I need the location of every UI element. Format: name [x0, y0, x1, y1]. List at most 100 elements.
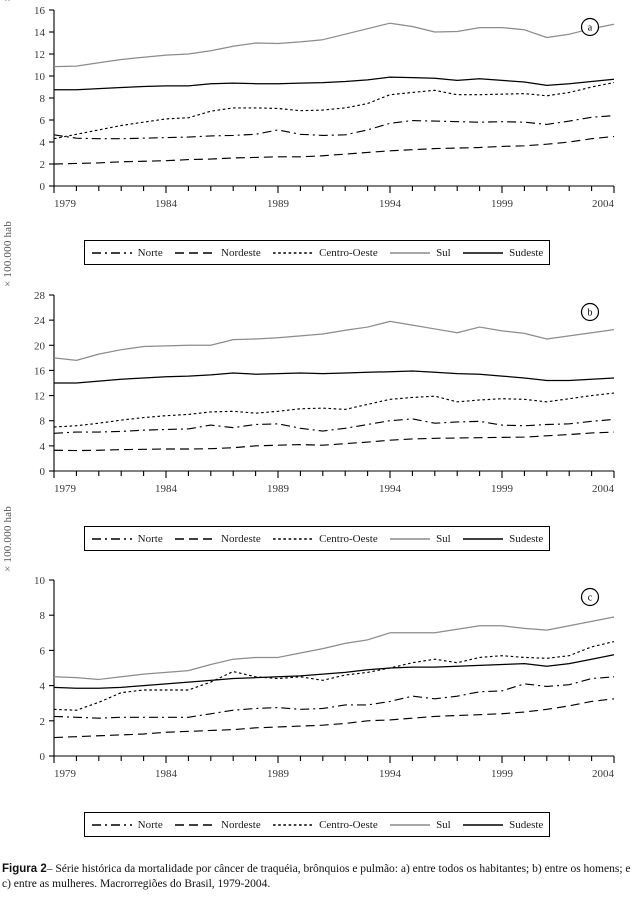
chart-panel-a: × 100.000 hab 02468101214161979198419891… — [0, 0, 634, 230]
panel-letter-badge-a: a — [580, 17, 600, 37]
legend-label-norte: Norte — [137, 532, 163, 545]
legend-item-sudeste[interactable]: Sudeste — [462, 819, 543, 831]
legend-item-sul[interactable]: Sul — [389, 247, 451, 259]
series-line-norte — [53, 115, 615, 140]
svg-text:0: 0 — [40, 181, 46, 193]
plot-svg-c: 0 2 4 6 8 10 1979 1984 1989 1994 1999 2004 c — [34, 575, 615, 780]
svg-text:1989: 1989 — [267, 198, 290, 210]
svg-text:1989: 1989 — [267, 768, 290, 780]
svg-text:1999: 1999 — [491, 483, 514, 495]
svg-text:2: 2 — [40, 716, 46, 728]
legend-item-centro-oeste[interactable]: Centro-Oeste — [272, 533, 378, 545]
svg-text:6: 6 — [40, 645, 46, 657]
legend-item-nordeste[interactable]: Nordeste — [174, 819, 261, 831]
svg-text:12: 12 — [34, 391, 45, 403]
legend-item-norte[interactable]: Norte — [91, 819, 163, 831]
legend-item-sul[interactable]: Sul — [389, 533, 451, 545]
legend-swatch-centro-oeste-icon — [273, 537, 314, 540]
chart-panel-b: × 100.000 hab 0 4 8 12 16 20 24 28 1979 1984 1989 1… — [0, 221, 634, 515]
svg-text:a: a — [588, 23, 593, 34]
legend-item-sudeste[interactable]: Sudeste — [462, 533, 543, 545]
svg-text:2004: 2004 — [592, 768, 615, 780]
legend-item-nordeste[interactable]: Nordeste — [174, 533, 261, 545]
svg-text:1994: 1994 — [379, 768, 402, 780]
caption-dash: – — [46, 863, 53, 875]
legend-label-sudeste: Sudeste — [509, 818, 544, 831]
svg-text:1994: 1994 — [379, 198, 402, 210]
svg-text:24: 24 — [34, 315, 46, 327]
legend-swatch-sudeste-icon — [463, 823, 504, 826]
legend-item-sul[interactable]: Sul — [389, 819, 451, 831]
panel-letter-badge-b: b — [580, 302, 600, 322]
series-line-centro-oeste — [53, 392, 615, 428]
legend-item-norte[interactable]: Norte — [91, 533, 163, 545]
legend-swatch-centro-oeste-icon — [273, 251, 314, 254]
svg-text:2: 2 — [40, 159, 46, 171]
legend-item-nordeste[interactable]: Nordeste — [174, 247, 261, 259]
legend-swatch-norte-icon — [91, 251, 132, 254]
legend-label-norte: Norte — [137, 818, 163, 831]
figure-caption: Figura 2– Série histórica da mortalidade… — [2, 862, 634, 892]
svg-text:b: b — [588, 308, 593, 319]
legend-label-nordeste: Nordeste — [221, 818, 261, 831]
svg-text:8: 8 — [40, 93, 46, 105]
plot-area-b: 0 4 8 12 16 20 24 28 1979 1984 1989 1994 1999 2004 b — [0, 285, 634, 515]
svg-text:16: 16 — [34, 5, 46, 17]
svg-text:2004: 2004 — [592, 483, 615, 495]
series-line-norte — [53, 676, 615, 719]
legend-panel-b: Norte Nordeste Centro-Oeste Sul Sudeste — [84, 526, 550, 551]
svg-text:1984: 1984 — [155, 198, 178, 210]
legend-swatch-nordeste-icon — [175, 823, 216, 826]
series-line-sul — [53, 320, 615, 361]
series-line-sudeste — [54, 370, 615, 384]
legend-label-centro-oeste: Centro-Oeste — [319, 818, 378, 831]
svg-text:16: 16 — [34, 365, 46, 377]
svg-text:6: 6 — [40, 115, 46, 127]
legend-swatch-sul-icon — [390, 251, 431, 254]
svg-text:10: 10 — [34, 575, 46, 587]
caption-label: Figura 2 — [2, 863, 47, 875]
svg-text:1979: 1979 — [54, 198, 77, 210]
svg-text:8: 8 — [40, 416, 46, 428]
svg-text:14: 14 — [34, 27, 46, 39]
series-line-sul — [53, 22, 615, 68]
svg-text:10: 10 — [34, 71, 46, 83]
legend-label-nordeste: Nordeste — [221, 532, 261, 545]
svg-text:4: 4 — [40, 681, 46, 693]
series-line-sudeste — [53, 654, 615, 689]
series-line-norte — [53, 418, 615, 434]
plot-svg-b: 0 4 8 12 16 20 24 28 1979 1984 1989 1994 1999 2004 b — [34, 290, 615, 495]
legend-label-sul: Sul — [436, 818, 451, 831]
legend-label-nordeste: Nordeste — [221, 246, 261, 259]
legend-swatch-sul-icon — [390, 823, 431, 826]
svg-text:1999: 1999 — [491, 198, 514, 210]
svg-text:0: 0 — [40, 466, 46, 478]
svg-text:1979: 1979 — [54, 483, 77, 495]
legend-swatch-nordeste-icon — [175, 251, 216, 254]
svg-text:1984: 1984 — [155, 483, 178, 495]
legend-item-centro-oeste[interactable]: Centro-Oeste — [272, 819, 378, 831]
legend-label-sudeste: Sudeste — [509, 246, 544, 259]
series-line-nordeste — [53, 135, 615, 165]
series-line-nordeste — [53, 431, 615, 452]
legend-panel-a: Norte Nordeste Centro-Oeste Sul Sudeste — [84, 240, 550, 265]
plot-area-a: 0 2 4 6 8 10 12 14 16 1979 1984 1989 1994 1999 2004 a — [0, 0, 634, 230]
svg-text:4: 4 — [40, 137, 46, 149]
legend-item-centro-oeste[interactable]: Centro-Oeste — [272, 247, 378, 259]
svg-text:12: 12 — [34, 49, 45, 61]
panel-letter-badge-c: c — [580, 587, 600, 607]
legend-label-sul: Sul — [436, 246, 451, 259]
legend-item-sudeste[interactable]: Sudeste — [462, 247, 543, 259]
series-line-sudeste — [54, 76, 615, 91]
svg-text:0: 0 — [40, 751, 46, 763]
legend-swatch-norte-icon — [91, 537, 132, 540]
legend-item-norte[interactable]: Norte — [91, 247, 163, 259]
legend-label-sul: Sul — [436, 532, 451, 545]
legend-label-centro-oeste: Centro-Oeste — [319, 246, 378, 259]
svg-text:1989: 1989 — [267, 483, 290, 495]
series-line-nordeste — [53, 698, 615, 739]
svg-text:2004: 2004 — [592, 198, 615, 210]
legend-swatch-sul-icon — [390, 537, 431, 540]
svg-text:28: 28 — [34, 290, 46, 302]
